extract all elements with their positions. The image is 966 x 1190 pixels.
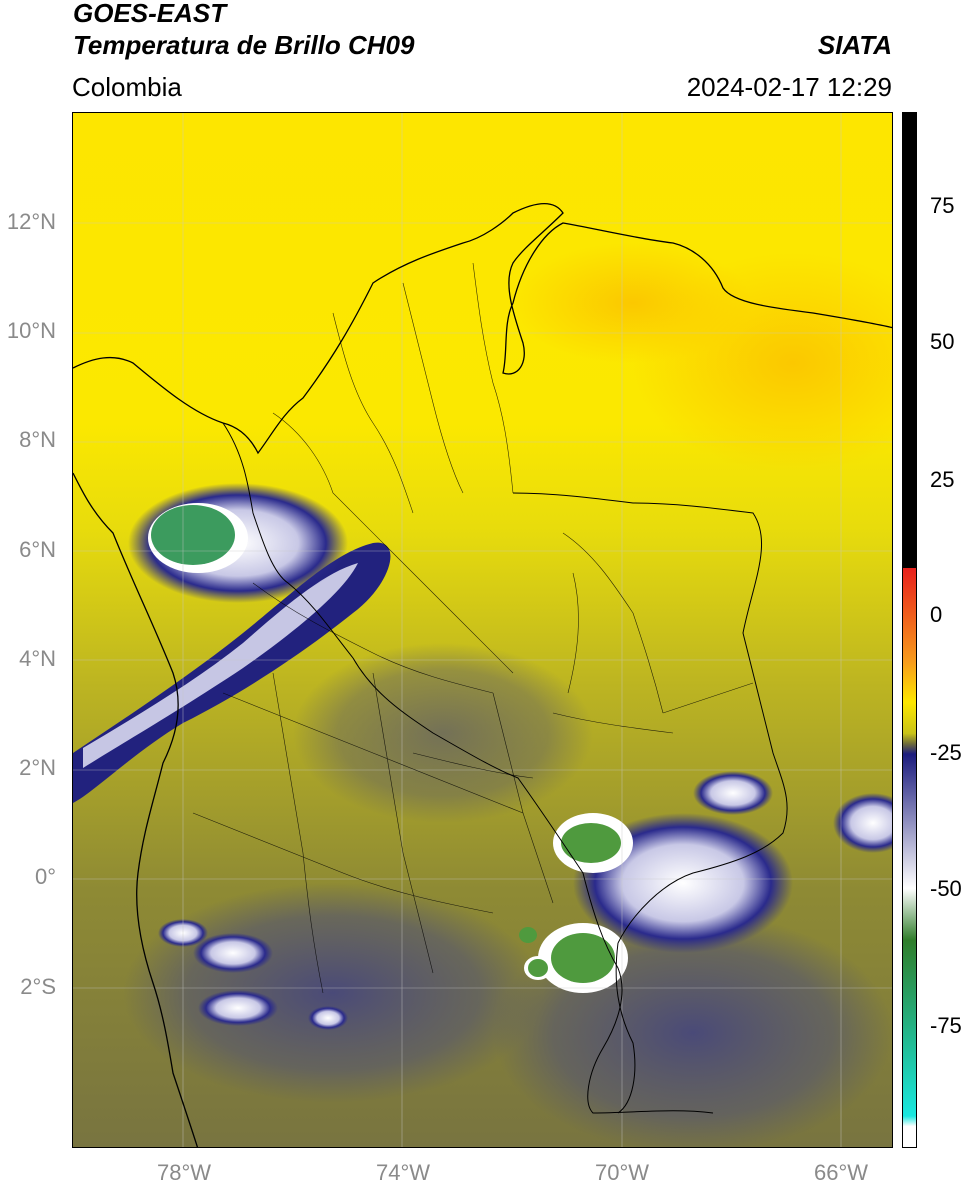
pacific-coast	[73, 472, 199, 1147]
overshooting-top	[151, 505, 235, 565]
convective-cell	[308, 1006, 348, 1030]
lon-label: 78°W	[156, 1160, 212, 1185]
overshooting-top	[561, 823, 621, 863]
convective-cell	[198, 990, 278, 1026]
colorbar-label: 0	[930, 602, 943, 627]
colorbar	[902, 112, 917, 1148]
convective-cell	[193, 933, 273, 973]
cold-haze	[123, 883, 543, 1103]
brightness-temperature-map	[72, 112, 893, 1148]
lat-label: 2°N	[19, 755, 56, 780]
lat-label: 0°	[34, 864, 56, 889]
product-title: Temperatura de Brillo CH09	[73, 30, 415, 60]
lat-label: 2°S	[20, 974, 56, 999]
caribbean-coast	[73, 202, 892, 455]
cloud-band-core	[83, 563, 358, 768]
lat-label: 12°N	[6, 209, 56, 234]
colorbar-label: -25	[930, 740, 962, 765]
satellite-title: GOES-EAST	[73, 0, 227, 28]
region-label: Colombia	[72, 72, 182, 102]
department-borders	[192, 262, 754, 994]
lat-label: 10°N	[6, 318, 56, 343]
colorbar-label: -50	[930, 876, 962, 901]
warm-area	[513, 243, 753, 363]
overshooting-top	[528, 959, 548, 977]
cold-haze	[293, 643, 593, 823]
lon-label: 74°W	[375, 1160, 431, 1185]
convective-cell	[833, 793, 892, 853]
overshooting-top	[519, 927, 537, 943]
lon-label: 70°W	[594, 1160, 650, 1185]
graticule	[73, 113, 892, 1147]
colorbar-label: 50	[930, 329, 955, 354]
colorbar-label: 25	[930, 467, 955, 492]
institution-label: SIATA	[817, 30, 892, 60]
lat-label: 4°N	[19, 646, 56, 671]
lon-label: 66°W	[813, 1160, 869, 1185]
lat-label: 6°N	[19, 537, 56, 562]
lat-label: 8°N	[19, 427, 56, 452]
overshooting-top	[551, 933, 615, 983]
convective-cell	[693, 771, 773, 815]
country-border	[222, 422, 788, 1114]
colorbar-label: -75	[930, 1013, 962, 1038]
datetime-label: 2024-02-17 12:29	[686, 72, 892, 102]
coastline	[73, 202, 892, 1147]
colorbar-label: 75	[930, 193, 955, 218]
